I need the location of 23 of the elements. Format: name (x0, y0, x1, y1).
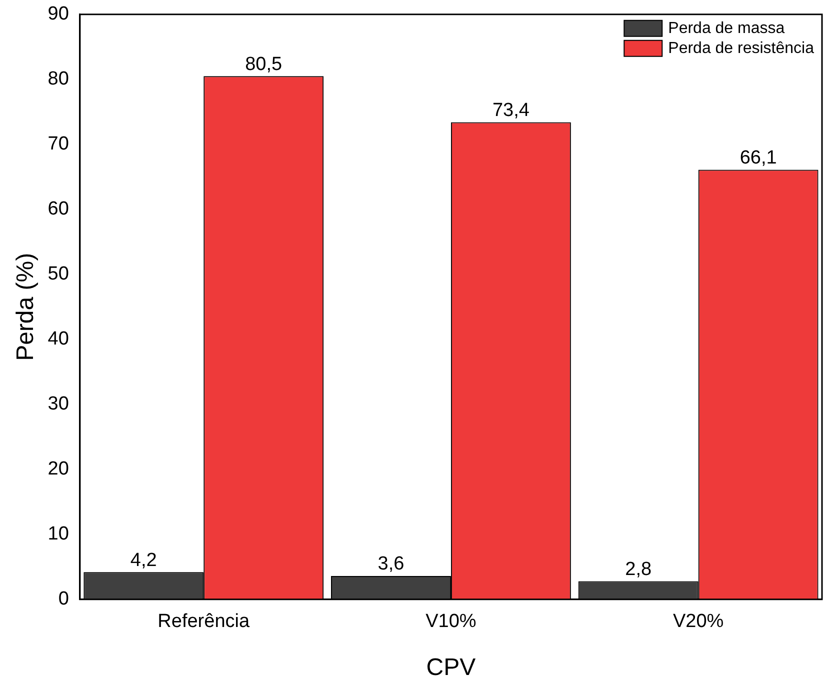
data-label: 66,1 (740, 147, 777, 168)
legend-label: Perda de massa (668, 20, 785, 37)
y-tick-label: 40 (48, 328, 69, 350)
y-axis-title: Perda (%) (12, 252, 40, 361)
data-label: 80,5 (245, 54, 282, 75)
data-label: 73,4 (492, 100, 530, 122)
y-tick-label: 0 (58, 588, 69, 610)
legend-label: Perda de resistência (668, 40, 814, 57)
x-tick-label: V10% (426, 611, 476, 632)
data-label: 4,2 (130, 550, 157, 571)
y-tick-label: 90 (48, 4, 69, 25)
x-tick-label: Referência (158, 611, 250, 632)
y-tick-label: 80 (48, 68, 69, 90)
y-tick-label: 60 (48, 198, 69, 220)
y-tick-label: 10 (48, 524, 69, 545)
y-tick-label: 50 (48, 264, 69, 285)
y-tick-label: 20 (48, 458, 69, 480)
y-tick-label: 30 (48, 394, 69, 415)
data-label: 3,6 (378, 554, 404, 575)
x-axis-title: CPV (426, 654, 476, 682)
y-tick-label: 70 (48, 134, 69, 155)
x-tick-label: V20% (672, 611, 724, 632)
data-label: 2,8 (625, 558, 652, 580)
